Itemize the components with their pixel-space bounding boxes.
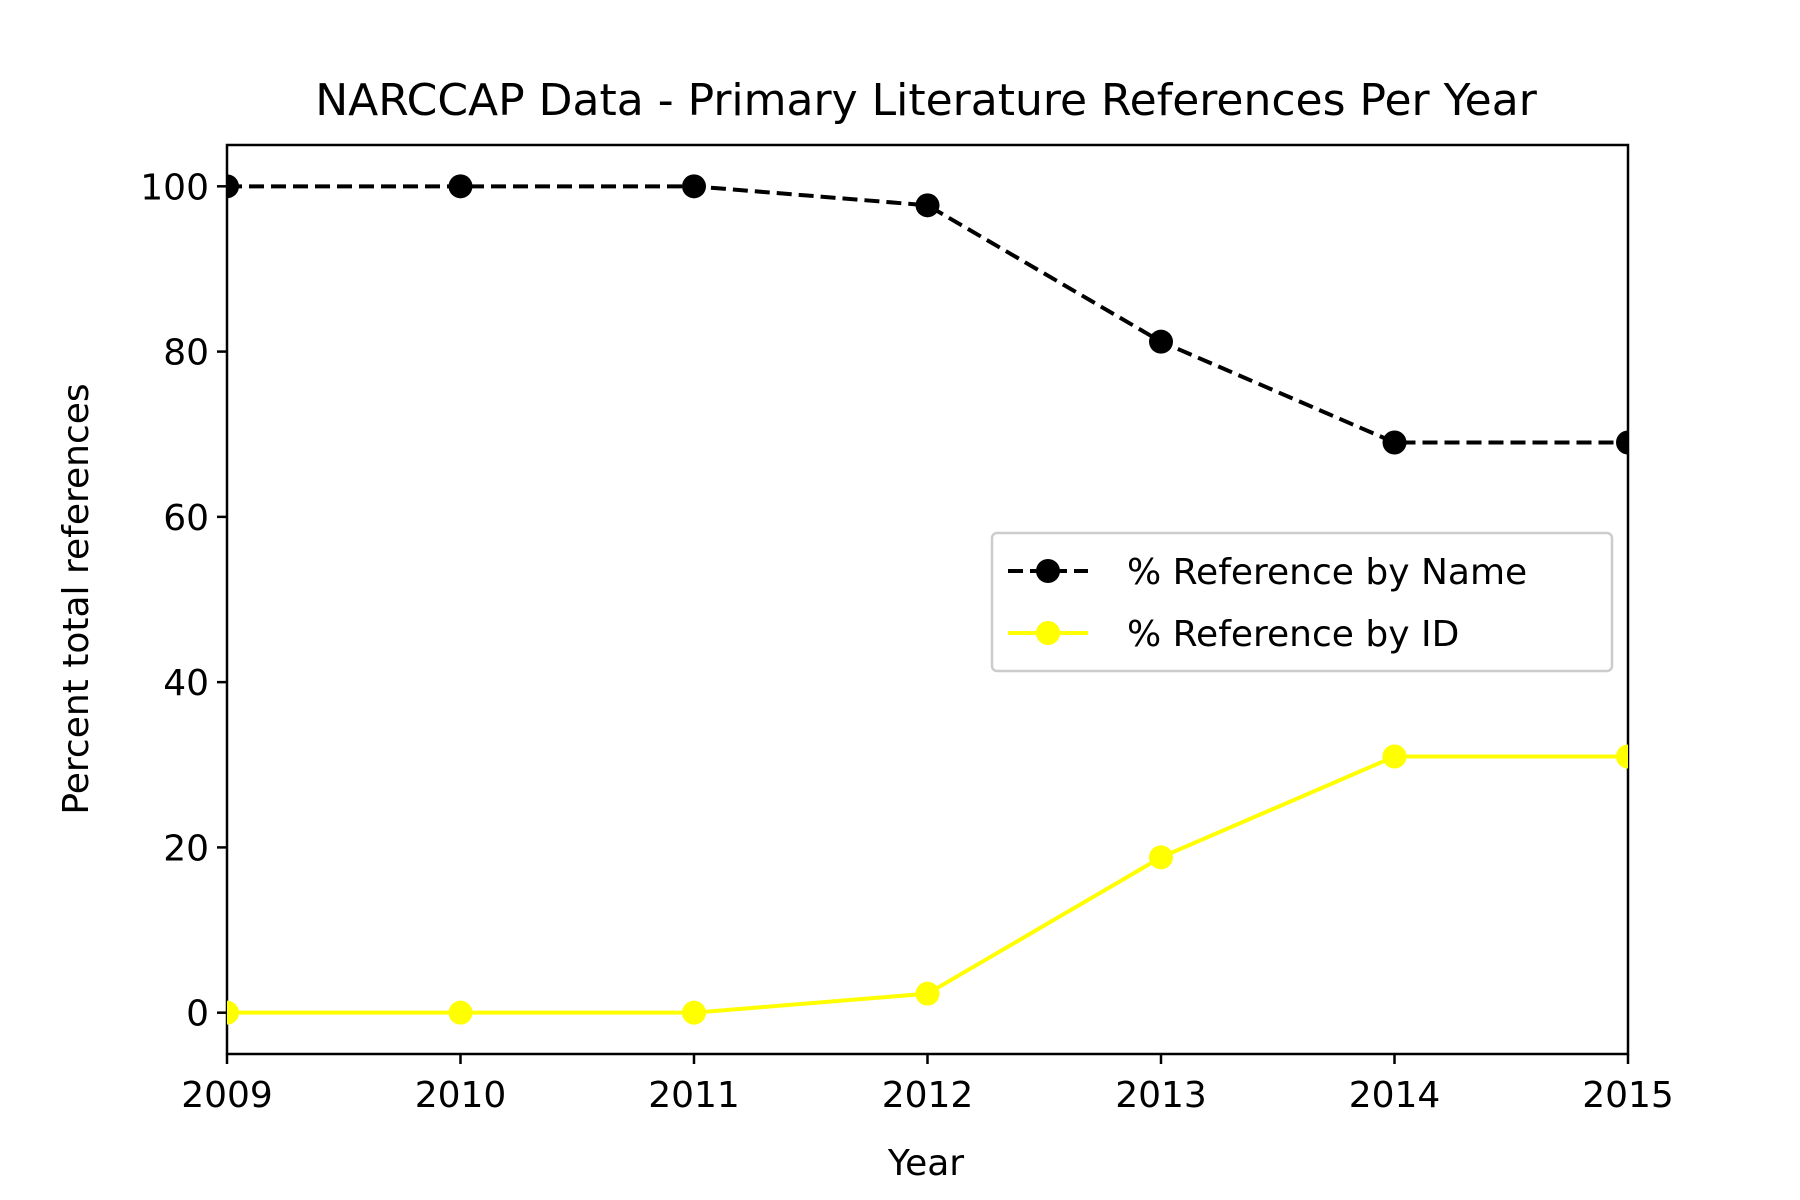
x-tick-label: 2011 xyxy=(648,1075,740,1116)
x-tick-label: 2009 xyxy=(181,1075,273,1116)
series-0 xyxy=(227,174,1628,455)
series-point xyxy=(1616,430,1628,455)
x-tick-label: 2012 xyxy=(882,1075,974,1116)
legend-entry: % Reference by ID xyxy=(1127,614,1459,655)
x-tick-label: 2010 xyxy=(415,1075,507,1116)
series-point xyxy=(1382,744,1407,769)
series-line xyxy=(227,754,1628,1015)
legend-entry: % Reference by Name xyxy=(1127,552,1527,593)
series-1 xyxy=(227,744,1628,1025)
x-tick-label: 2013 xyxy=(1115,1075,1207,1116)
legend-swatch-marker xyxy=(1036,559,1060,583)
x-tick-label: 2015 xyxy=(1582,1075,1674,1116)
x-axis-label: Year xyxy=(887,1143,964,1184)
plot-area: 2009 2010 2011 2012 2013 2014 2015 0 20 40 60 80 100 xyxy=(140,143,1674,1116)
series-point xyxy=(682,1000,706,1025)
series-point xyxy=(915,193,940,218)
series-point xyxy=(1149,329,1173,354)
series-point xyxy=(915,981,940,1006)
y-tick-label: 80 xyxy=(163,333,209,374)
y-tick-label: 0 xyxy=(186,994,209,1035)
legend-frame xyxy=(990,531,1614,673)
y-tick-label: 40 xyxy=(163,663,209,704)
legend: % Reference by Name % Reference by ID xyxy=(990,531,1614,673)
y-tick-label: 20 xyxy=(163,828,209,869)
series-point xyxy=(682,174,706,199)
y-axis-label: Percent total references xyxy=(56,383,97,814)
y-tick-label: 100 xyxy=(140,167,209,208)
legend-swatch-marker xyxy=(1036,621,1060,645)
series-point xyxy=(448,174,473,199)
chart-title: NARCCAP Data - Primary Literature Refere… xyxy=(315,75,1537,126)
series-point xyxy=(448,1000,473,1025)
series-point xyxy=(1382,430,1407,455)
y-tick-label: 60 xyxy=(163,498,209,539)
series-line xyxy=(227,184,1628,445)
series-point xyxy=(227,1000,239,1025)
series-point xyxy=(1149,845,1173,870)
series-point xyxy=(227,174,239,199)
x-tick-label: 2014 xyxy=(1349,1075,1441,1116)
series-point xyxy=(1616,744,1628,769)
